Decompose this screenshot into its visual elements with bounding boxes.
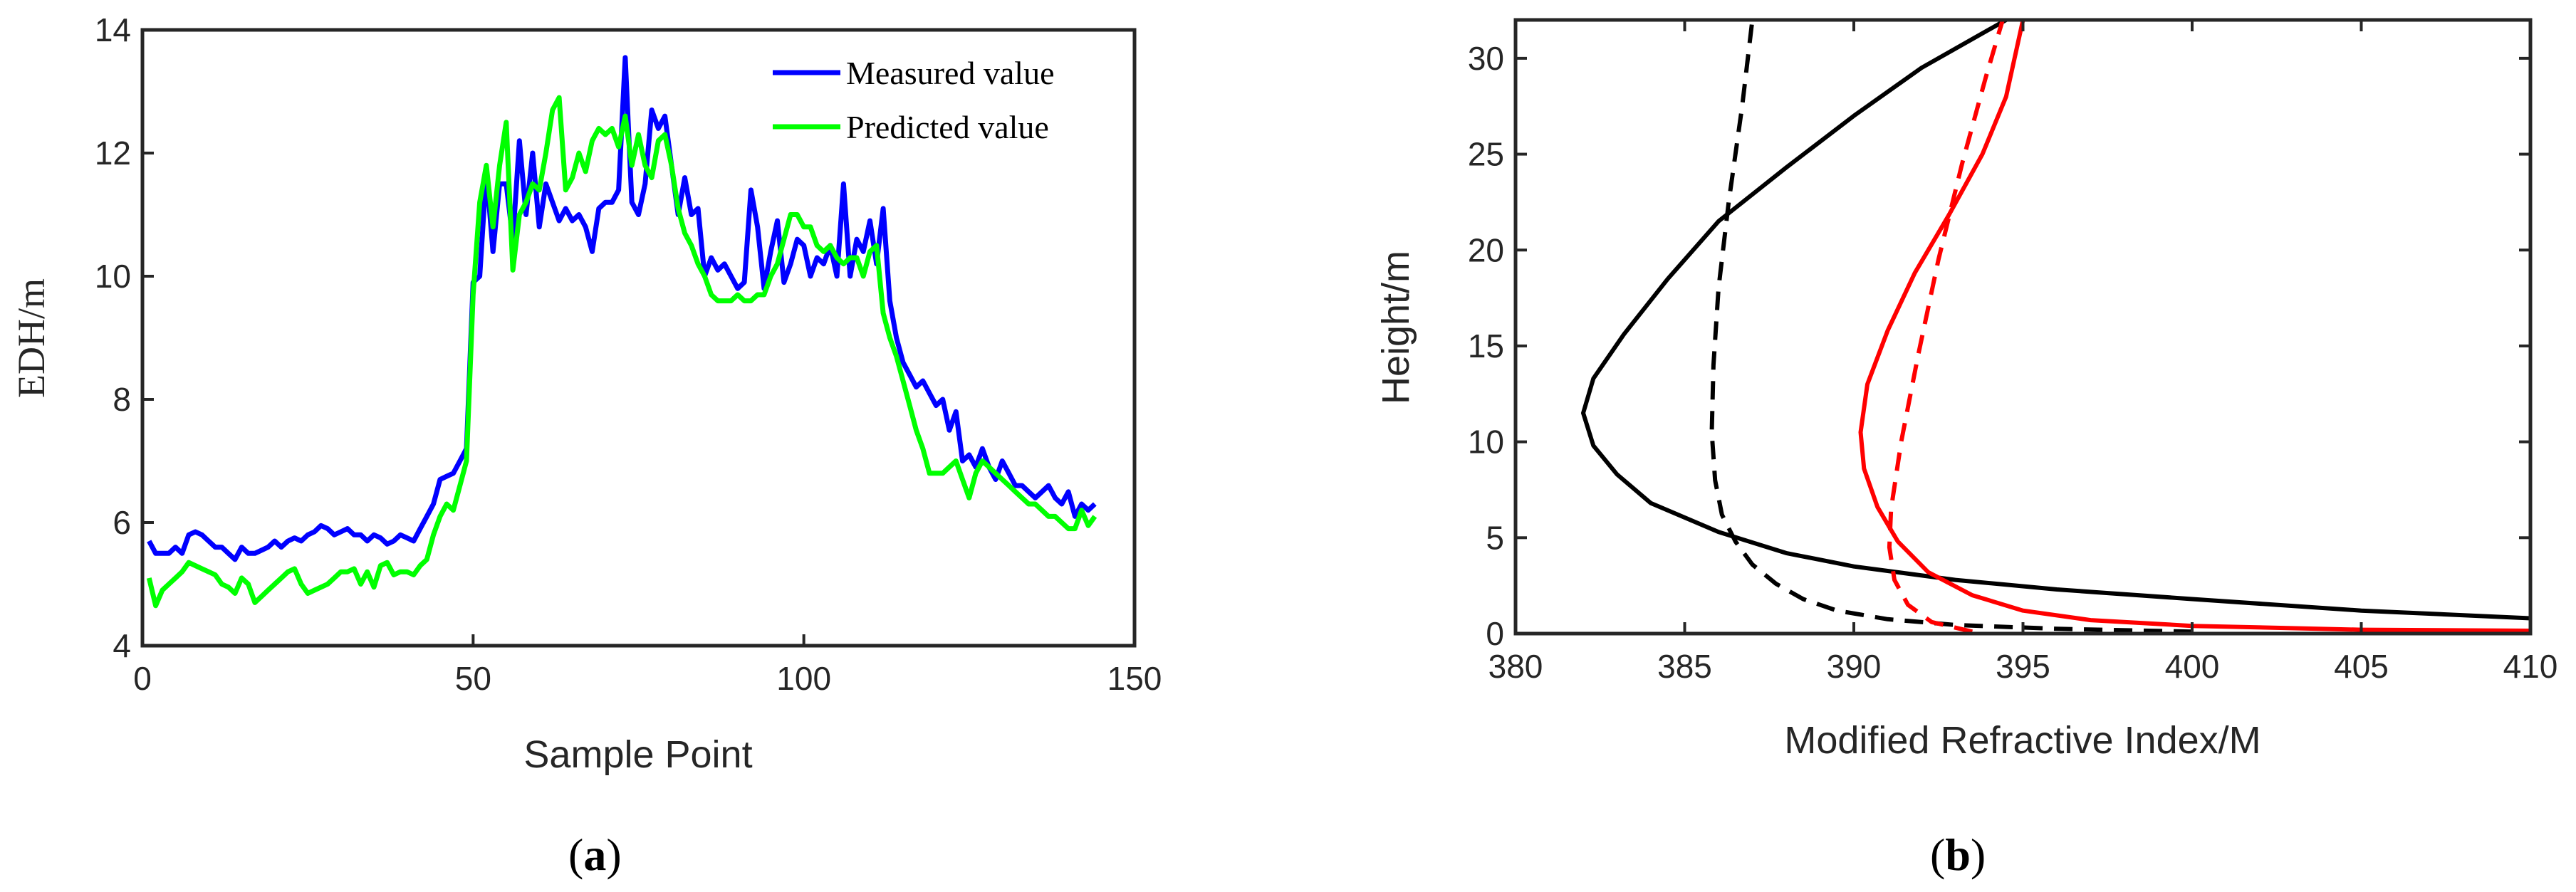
chart-b-y-tick-label: 30 xyxy=(1468,40,1504,77)
panel-a-caption: (a) xyxy=(568,829,622,880)
chart-b-y-tick-label: 20 xyxy=(1468,231,1504,268)
panel-b-open-paren: ( xyxy=(1930,829,1945,880)
chart-a-y-axis-label: EDH/m xyxy=(10,278,53,398)
chart-b-series-red-solid xyxy=(1858,20,2530,633)
chart-b-y-tick-label: 10 xyxy=(1468,424,1504,461)
chart-a-y-tick-label: 14 xyxy=(95,11,131,48)
chart-a-y-tick-label: 10 xyxy=(95,258,131,295)
chart-b-x-tick-label: 410 xyxy=(2503,648,2558,685)
chart-b-y-tick-label: 5 xyxy=(1486,519,1504,556)
chart-a-y-tick-label: 8 xyxy=(113,381,131,418)
chart-b-y-tick-label: 25 xyxy=(1468,136,1504,173)
panel-b-close-paren: ) xyxy=(1971,829,1986,880)
chart-a-x-tick-label: 100 xyxy=(776,660,831,697)
chart-a: 0 50 100 150 4 6 8 10 12 14 Measured value Predic… xyxy=(10,11,1162,880)
chart-b-x-tick-label: 395 xyxy=(1996,648,2050,685)
chart-b-x-axis-label: Modified Refractive Index/M xyxy=(1784,719,2260,762)
chart-b-y-axis-label: Height/m xyxy=(1375,251,1417,404)
chart-a-x-tick-label: 150 xyxy=(1107,660,1162,697)
legend-label-measured: Measured value xyxy=(846,55,1055,91)
chart-b-axes-box xyxy=(1513,18,2533,636)
chart-a-legend: Measured value Predicted value xyxy=(773,55,1055,145)
panel-a-close-paren: ) xyxy=(606,829,621,880)
chart-a-y-tick-label: 12 xyxy=(95,135,131,172)
chart-b-y-tick-label: 15 xyxy=(1468,327,1504,364)
chart-a-x-tick-label: 50 xyxy=(455,660,491,697)
chart-b-series-red-dashed xyxy=(1887,20,2005,634)
chart-b-series-black-solid xyxy=(1581,20,2530,621)
chart-a-axes-box xyxy=(140,28,1137,648)
chart-b-y-tick-label: 0 xyxy=(1486,615,1504,652)
panel-a-open-paren: ( xyxy=(568,829,583,880)
panel-b-caption: (b) xyxy=(1930,829,1986,880)
panel-a-letter: a xyxy=(583,829,606,880)
chart-b-x-tick-label: 405 xyxy=(2334,648,2389,685)
chart-b-x-tick-label: 400 xyxy=(2165,648,2220,685)
chart-a-series-predicted-value xyxy=(146,95,1097,609)
chart-a-x-axis-label: Sample Point xyxy=(523,733,752,776)
chart-a-x-tick-label: 0 xyxy=(133,660,152,697)
chart-b-x-tick-label: 385 xyxy=(1657,648,1712,685)
chart-a-y-tick-label: 6 xyxy=(113,504,131,541)
chart-b-x-tick-label: 390 xyxy=(1827,648,1882,685)
chart-a-y-tick-label: 4 xyxy=(113,627,131,664)
chart-b-series-black-dashed xyxy=(1709,20,2193,634)
chart-b-x-tick-label: 380 xyxy=(1488,648,1543,685)
panel-b-letter: b xyxy=(1945,829,1971,880)
legend-label-predicted: Predicted value xyxy=(846,109,1049,145)
chart-b: 380 385 390 395 400 405 410 0 5 10 15 20 25 30 Modifi… xyxy=(1375,18,2558,880)
